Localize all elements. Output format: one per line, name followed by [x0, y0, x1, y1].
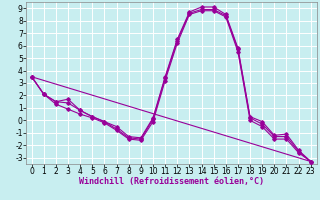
X-axis label: Windchill (Refroidissement éolien,°C): Windchill (Refroidissement éolien,°C) [79, 177, 264, 186]
